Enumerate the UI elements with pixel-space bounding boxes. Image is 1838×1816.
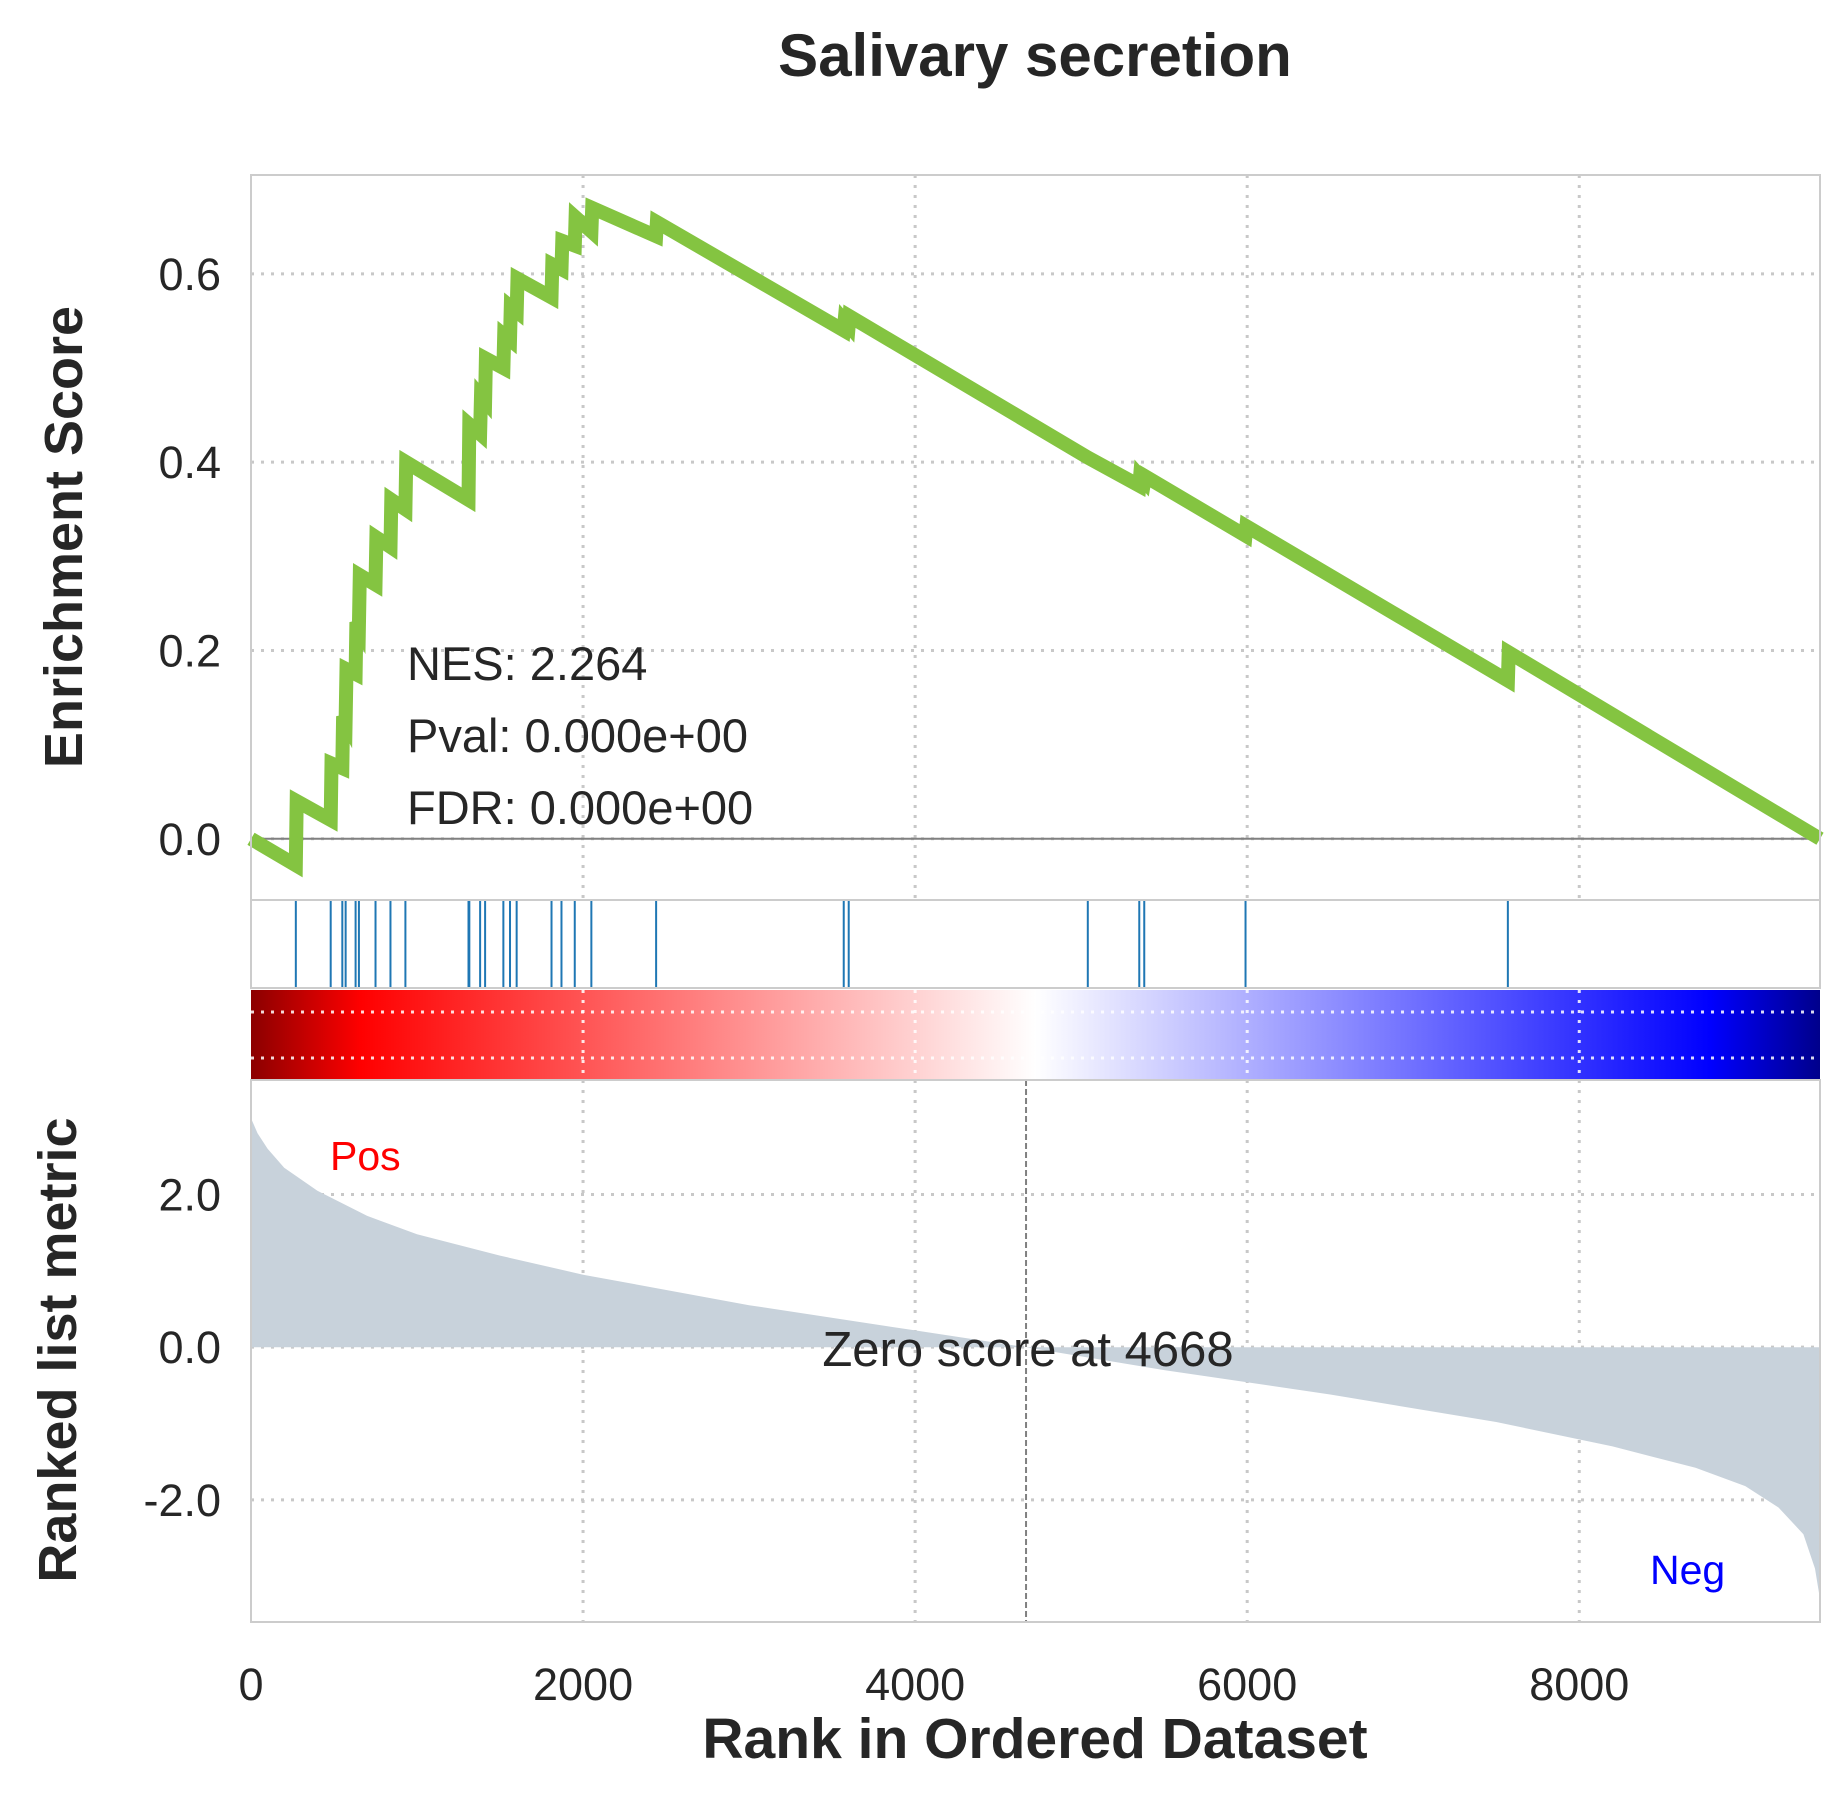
hits-panel [250,899,1821,989]
rank-colorbar [251,990,1820,1080]
ranked-metric-y-label: Ranked list metric [28,1117,88,1582]
enrichment-y-ticks: 0.0 0.2 0.4 0.6 [158,249,221,865]
chart-title: Salivary secretion [778,22,1292,89]
x-axis-label: Rank in Ordered Dataset [702,1707,1367,1771]
x-tick-label: 8000 [1529,1659,1629,1710]
enrichment-panel: NES: 2.264 Pval: 0.000e+00 FDR: 0.000e+0… [34,174,1824,901]
ranked-y-tick-label: -2.0 [143,1475,221,1526]
pos-label: Pos [330,1133,401,1179]
ranked-metric-area [251,1118,1820,1600]
enrichment-y-label: Enrichment Score [34,306,94,768]
ranked-metric-y-ticks: 2.0 0.0 -2.0 [143,1170,221,1526]
fdr-label: FDR: 0.000e+00 [407,781,753,834]
colorbar-gradient [251,990,1820,1080]
ranked-metric-panel: Pos Neg Zero score at 4668 2.0 0.0 -2.0 Ra… [28,1079,1821,1623]
nes-label: NES: 2.264 [407,637,647,690]
x-tick-label: 2000 [533,1659,633,1710]
zero-cross-label: Zero score at 4668 [822,1323,1233,1377]
ranked-y-tick-label: 0.0 [158,1322,221,1373]
enrichment-y-tick-label: 0.0 [158,814,221,865]
ranked-frame [250,1079,1821,1623]
x-tick-label: 4000 [865,1659,965,1710]
hits-frame [250,899,1821,989]
x-tick-label: 6000 [1197,1659,1297,1710]
ranked-y-tick-label: 2.0 [158,1170,221,1221]
enrichment-y-tick-label: 0.2 [158,625,221,676]
x-tick-label: 0 [238,1659,263,1710]
neg-label: Neg [1650,1547,1725,1593]
pval-label: Pval: 0.000e+00 [407,709,748,762]
enrichment-score-line [247,197,1824,878]
enrichment-y-tick-label: 0.6 [158,249,221,300]
enrichment-y-tick-label: 0.4 [158,437,221,488]
x-axis-ticks: 0 2000 4000 6000 8000 [238,1659,1629,1710]
